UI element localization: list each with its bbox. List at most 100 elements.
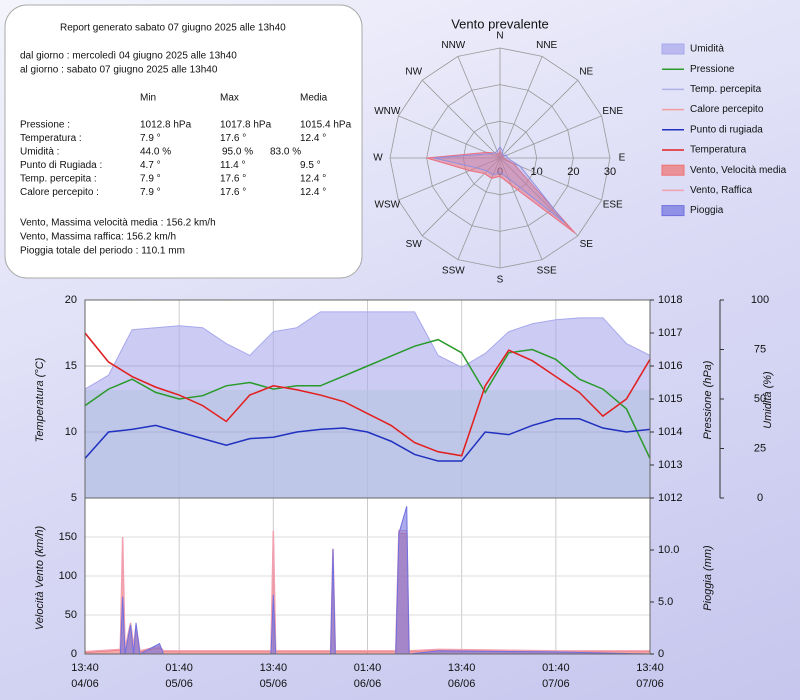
x-tick-sublabel: 06/06 (354, 678, 382, 690)
x-tick-label: 01:40 (354, 662, 382, 674)
rose-direction: SW (406, 239, 423, 250)
y2-tick-label: 1014 (658, 426, 682, 438)
y2-tick-label: 10.0 (658, 544, 679, 556)
y3-tick-label: 50 (754, 393, 766, 405)
x-tick-sublabel: 04/06 (71, 678, 99, 690)
report-cell: 83.0 % (270, 147, 301, 158)
rose-direction: NE (579, 66, 593, 77)
rose-tick-label: 10 (531, 166, 543, 178)
report-to: al giorno : sabato 07 giugno 2025 alle 1… (20, 65, 218, 76)
legend-label: Vento, Velocità media (690, 165, 787, 176)
rose-direction: S (497, 275, 504, 286)
report-cell: 7.9 ° (140, 133, 161, 144)
x-tick-label: 13:40 (448, 662, 476, 674)
rose-direction: W (373, 153, 383, 164)
report-title: Report generato sabato 07 giugno 2025 al… (60, 23, 286, 34)
y3-tick-label: 25 (754, 442, 766, 454)
plot-frame (84, 299, 651, 655)
rose-direction: E (619, 153, 626, 164)
report-cell: 7.9 ° (140, 174, 161, 185)
rose-direction: SSE (537, 265, 557, 276)
series-line (84, 418, 651, 462)
rose-spoke (499, 79, 579, 159)
y2-tick-label: 1017 (658, 327, 682, 339)
y3-tick-label: 75 (754, 343, 766, 355)
report-cell: 17.6 ° (220, 174, 246, 185)
rose-direction: N (496, 31, 503, 42)
rose-spoke (499, 115, 602, 159)
legend-label: Punto di rugiada (690, 124, 763, 135)
rose-spoke (457, 56, 501, 159)
col-header: Media (300, 93, 328, 104)
legend-label: Temp. percepita (690, 84, 762, 95)
report-cell: 12.4 ° (300, 174, 326, 185)
y-tick-label: 5 (71, 492, 77, 504)
y3-tick-label: 0 (757, 492, 763, 504)
report-cell: Temp. percepita : (20, 174, 97, 185)
y3-tick-label: 100 (751, 294, 769, 306)
rose-direction: SE (580, 239, 594, 250)
report-from: dal giorno : mercoledì 04 giugno 2025 al… (20, 51, 237, 62)
y2-tick-label: 5.0 (658, 596, 673, 608)
y2-tick-label: 1016 (658, 360, 682, 372)
x-tick-label: 01:40 (542, 662, 570, 674)
report-note: Vento, Massima velocità media : 156.2 km… (20, 218, 216, 229)
series-line (84, 338, 651, 459)
rose-direction: ENE (602, 106, 623, 117)
y2-tick-label: 1013 (658, 459, 682, 471)
axis-title: Umidità (%) (762, 371, 774, 429)
report-note: Pioggia totale del periodo : 110.1 mm (20, 246, 185, 257)
report-cell: 1012.8 hPa (140, 120, 192, 131)
report-cell: 11.4 ° (220, 160, 246, 171)
y2-tick-label: 1015 (658, 393, 682, 405)
legend-label: Umidità (690, 44, 724, 55)
rose-spoke (499, 157, 602, 201)
x-tick-label: 13:40 (71, 662, 99, 674)
report-cell: 17.6 ° (220, 187, 246, 198)
report-cell: Pressione : (20, 120, 70, 131)
report-box (4, 4, 363, 279)
rose-spoke (398, 115, 501, 159)
rose-direction: WSW (375, 199, 401, 210)
col-header: Min (140, 93, 156, 104)
report-cell: 95.0 % (222, 147, 253, 158)
y2-tick-label: 1018 (658, 294, 682, 306)
report-cell: 12.4 ° (300, 187, 326, 198)
legend-swatch (661, 164, 685, 176)
axis-title: Pioggia (mm) (702, 545, 714, 611)
legend-label: Calore percepito (690, 104, 764, 115)
report-note: Vento, Massima raffica: 156.2 km/h (20, 232, 176, 243)
x-tick-sublabel: 05/06 (165, 678, 193, 690)
rose-series (426, 149, 576, 234)
legend-label: Pioggia (690, 205, 724, 216)
report-cell: 12.4 ° (300, 133, 326, 144)
report-cell: Punto di Rugiada : (20, 160, 102, 171)
col-header: Max (220, 93, 239, 104)
x-tick-label: 13:40 (636, 662, 664, 674)
rose-tick-label: 30 (604, 166, 616, 178)
rose-direction: NNW (441, 40, 465, 51)
y-tick-label: 150 (59, 531, 77, 543)
y-tick-label: 20 (65, 294, 77, 306)
x-tick-sublabel: 07/06 (542, 678, 570, 690)
series-area (84, 311, 651, 499)
report-cell: 17.6 ° (220, 133, 246, 144)
report-cell: 1017.8 hPa (220, 120, 272, 131)
rose-direction: SSW (442, 265, 465, 276)
x-tick-sublabel: 06/06 (448, 678, 476, 690)
y-tick-label: 0 (71, 648, 77, 660)
rose-spoke (421, 79, 501, 159)
report-cell: 9.5 ° (300, 160, 321, 171)
rose-direction: ESE (603, 199, 623, 210)
report-cell: 1015.4 hPa (300, 120, 352, 131)
series-line (84, 332, 651, 457)
x-tick-sublabel: 05/06 (260, 678, 288, 690)
x-tick-sublabel: 07/06 (636, 678, 664, 690)
rose-direction: NNE (536, 40, 557, 51)
y2-tick-label: 1012 (658, 492, 682, 504)
rose-title: Vento prevalente (451, 16, 549, 31)
rose-direction: NW (405, 66, 422, 77)
legend-label: Pressione (690, 64, 735, 75)
